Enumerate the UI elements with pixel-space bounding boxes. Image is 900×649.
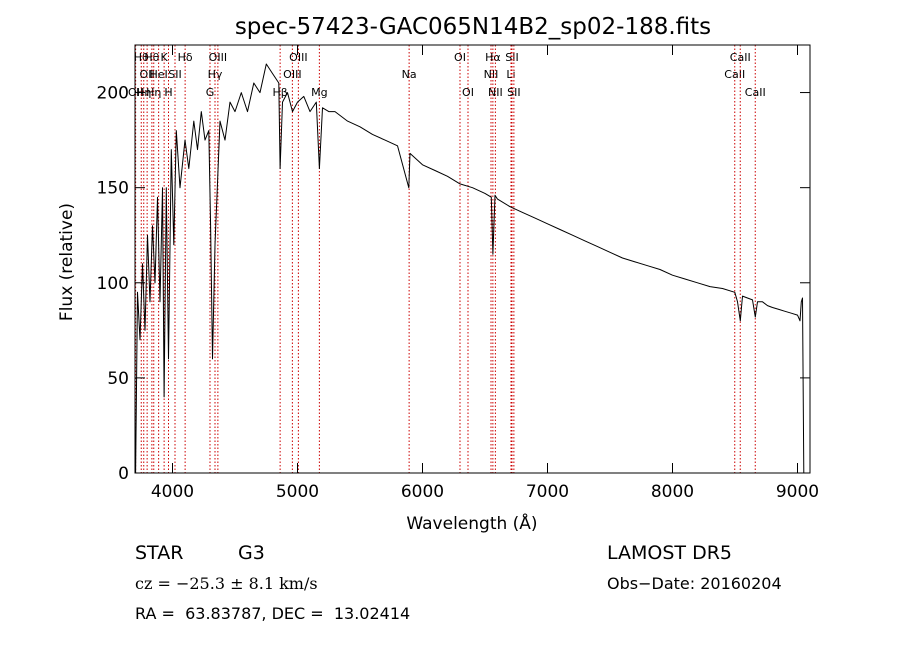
line-marker-label: Hθ	[144, 51, 159, 64]
line-marker-label: CaII	[745, 86, 766, 99]
y-axis-label: Flux (relative)	[57, 203, 77, 321]
y-tick-label: 100	[97, 274, 129, 294]
line-marker-label: OI	[462, 86, 474, 99]
line-marker-label: OIII	[289, 51, 307, 64]
chart-title: spec-57423-GAC065N14B2_sp02-188.fits	[235, 14, 711, 40]
line-marker-label: Hα	[485, 51, 501, 64]
x-tick-label: 4000	[151, 482, 194, 502]
line-marker-label: CaII	[724, 68, 745, 81]
line-marker-label: Hθ	[134, 51, 149, 64]
redshift-velocity: cz = −25.3 ± 8.1 km/s	[135, 574, 318, 593]
line-marker-label: OIII	[209, 51, 227, 64]
line-marker-label: Hη	[146, 86, 161, 99]
line-marker-label: Li	[506, 68, 515, 81]
y-tick-label: 150	[97, 179, 129, 199]
line-marker-label: Hδ	[178, 51, 193, 64]
line-marker-label: Hγ	[208, 68, 223, 81]
line-marker-label: OI	[454, 51, 466, 64]
y-tick-label: 200	[97, 84, 129, 104]
line-marker-label: Mg	[311, 86, 327, 99]
line-marker-label: OIII	[283, 68, 301, 81]
survey-name: LAMOST DR5	[607, 542, 732, 564]
line-marker-label: SII	[507, 86, 520, 99]
line-marker-label: NII	[488, 86, 503, 99]
line-marker-label: Na	[402, 68, 417, 81]
line-marker-label: SII	[168, 68, 181, 81]
x-tick-label: 5000	[276, 482, 319, 502]
y-tick-label: 0	[118, 464, 129, 484]
x-tick-label: 8000	[651, 482, 694, 502]
object-subclass: G3	[238, 542, 265, 564]
line-marker-label: G	[206, 86, 215, 99]
line-marker-label: CaII	[730, 51, 751, 64]
line-marker-label: K	[161, 51, 169, 64]
coordinates: RA = 63.83787, DEC = 13.02414	[135, 604, 411, 623]
line-marker-label: SII	[505, 51, 518, 64]
observation-date: Obs−Date: 20160204	[607, 574, 782, 593]
x-tick-label: 7000	[526, 482, 569, 502]
x-tick-label: 9000	[776, 482, 819, 502]
y-tick-label: 50	[107, 369, 129, 389]
spectrum-series-line	[135, 63, 805, 474]
line-marker-label: Hβ	[272, 86, 287, 99]
spectrum-curve	[135, 63, 805, 474]
line-markers: OIIHθHηOIIHθHηHeIKHSIIHδGHγOIIIHβOIIIOII…	[128, 45, 766, 473]
x-axis-label: Wavelength (Å)	[406, 512, 537, 534]
line-marker-label: OII	[140, 68, 155, 81]
line-marker-label: NII	[484, 68, 499, 81]
axis-ticks: 4000 5000 6000 7000 8000 9000 0 50 100 150 200	[97, 45, 819, 502]
x-tick-label: 6000	[401, 482, 444, 502]
object-class: STAR	[135, 542, 184, 564]
line-marker-label: HeI	[149, 68, 167, 81]
plot-frame	[134, 44, 811, 474]
line-marker-label: H	[164, 86, 172, 99]
